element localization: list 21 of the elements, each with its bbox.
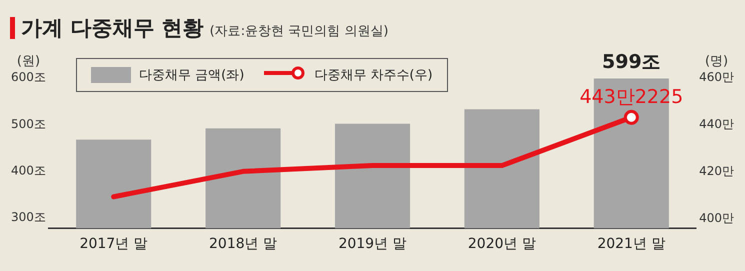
x-tick-label: 2018년 말 [209, 236, 278, 252]
x-tick-label: 2021년 말 [597, 236, 666, 252]
data-label: 443만2225 [580, 86, 684, 108]
chart-title: 가계 다중채무 현황 [21, 15, 204, 42]
y2-tick-label: 460만 [699, 70, 734, 84]
x-tick-label: 2020년 말 [468, 236, 536, 252]
data-label: 599조 [602, 50, 661, 73]
y2-tick-label: 400만 [699, 210, 734, 225]
legend-label: 다중채무 차주수(우) [314, 67, 433, 84]
x-tick-label: 2017년 말 [80, 236, 148, 252]
y2-axis-title: (명) [704, 54, 728, 69]
y2-tick-label: 420만 [699, 164, 734, 178]
y2-tick-label: 440만 [699, 117, 734, 132]
y-tick-label: 400조 [11, 163, 46, 178]
y-axis-title: (원) [16, 54, 40, 69]
legend-label: 다중채무 금액(좌) [139, 67, 244, 84]
y-tick-label: 600조 [11, 70, 46, 84]
y-tick-label: 500조 [11, 116, 46, 131]
x-tick-label: 2019년 말 [338, 236, 407, 252]
y-tick-label: 300조 [11, 210, 46, 224]
chart-subtitle: (자료:윤창현 국민의힘 의원실) [210, 23, 388, 40]
